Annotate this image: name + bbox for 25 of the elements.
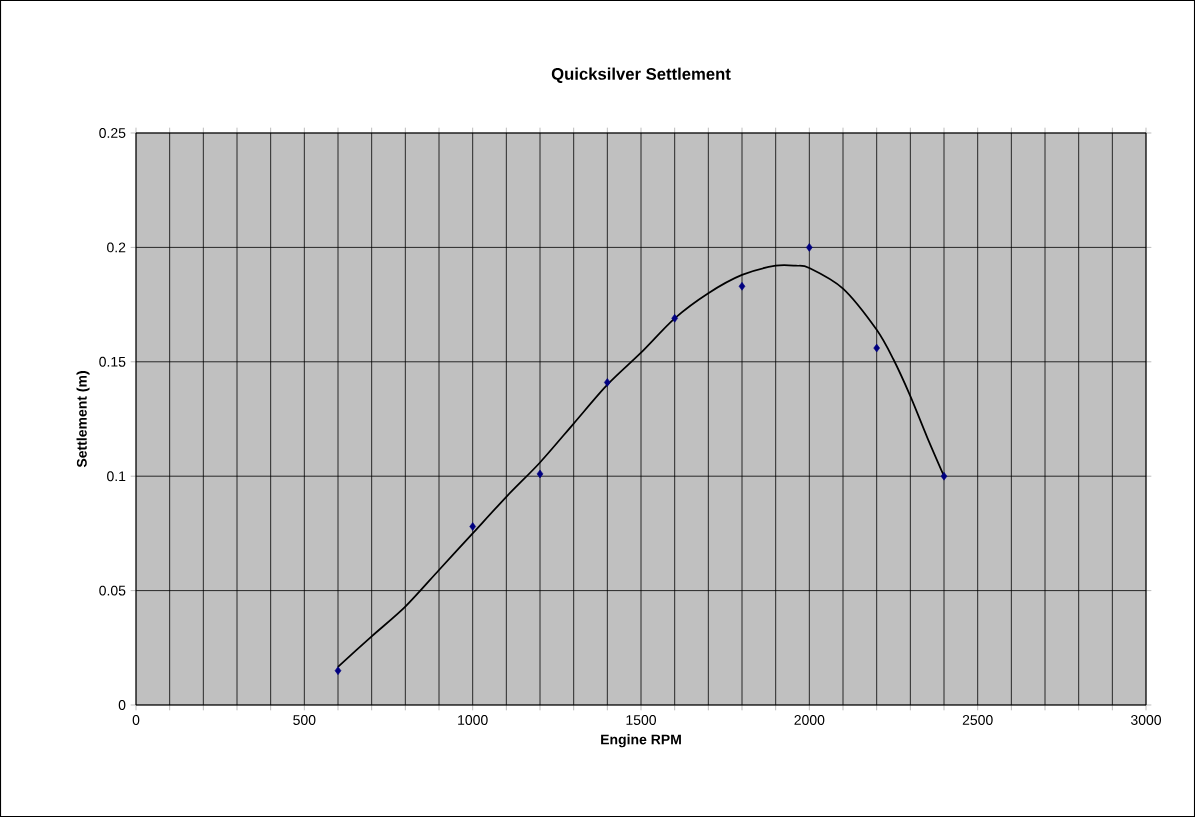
x-tick-label: 3000 (1130, 715, 1162, 725)
y-tick-label: 0 (118, 700, 126, 710)
point (671, 314, 678, 323)
x-tick-label: 2000 (794, 715, 825, 725)
point (873, 343, 880, 353)
point (806, 243, 813, 252)
chart-title: Quicksilver Settlement (551, 67, 731, 83)
x-axis-title: Engine RPM (601, 734, 681, 748)
x-tick-label: 1500 (626, 715, 657, 725)
y-tick-label: 0.25 (99, 128, 126, 138)
y-axis-title: Settlement (m) (76, 371, 90, 468)
y-tick-label: 0.05 (99, 585, 126, 596)
point (334, 666, 342, 675)
y-tick-label: 0.15 (99, 356, 126, 367)
y-tick-label: 0.1 (107, 471, 126, 482)
point (536, 469, 544, 479)
x-tick-label: 500 (293, 715, 316, 725)
point (940, 471, 948, 481)
y-tick-label: 0.2 (107, 242, 126, 253)
x-tick-label: 1000 (458, 715, 488, 725)
x-tick-label: 0 (132, 715, 140, 725)
x-tick-label: 2500 (962, 715, 993, 725)
point (469, 522, 476, 531)
point (604, 378, 611, 387)
point (738, 282, 746, 291)
